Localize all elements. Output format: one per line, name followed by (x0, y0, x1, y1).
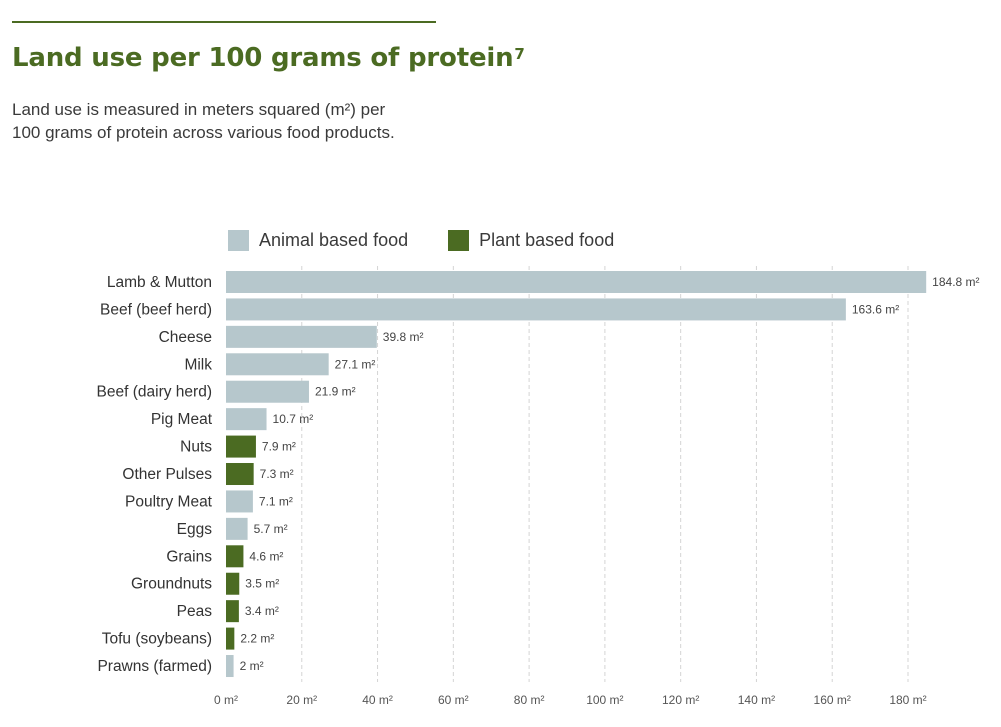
category-label: Poultry Meat (125, 493, 213, 510)
bar (226, 627, 235, 650)
bar (226, 380, 309, 403)
category-label: Tofu (soybeans) (102, 631, 212, 648)
category-label: Eggs (177, 521, 213, 538)
category-label: Grains (166, 548, 212, 565)
footnote-marker: 7 (514, 45, 525, 63)
subtitle-line-1: Land use is measured in meters squared (… (12, 100, 386, 119)
bar (226, 353, 329, 376)
legend-swatch-plant (448, 229, 470, 251)
value-label: 7.1 m² (259, 494, 293, 508)
category-label: Lamb & Mutton (107, 274, 212, 291)
legend-label-plant: Plant based food (479, 229, 615, 250)
legend-label-animal: Animal based food (259, 229, 409, 250)
value-label: 27.1 m² (335, 357, 376, 371)
value-label: 7.9 m² (262, 440, 296, 454)
bar (226, 463, 254, 486)
category-label: Milk (184, 356, 212, 373)
title-text: Land use per 100 grams of protein (12, 43, 514, 73)
value-label: 2 m² (240, 659, 264, 673)
value-label: 39.8 m² (383, 330, 424, 344)
legend-swatch-animal (228, 229, 249, 251)
subtitle-line-2: 100 grams of protein across various food… (12, 123, 395, 142)
category-label: Beef (dairy herd) (97, 384, 212, 401)
x-tick-label: 100 m² (586, 693, 623, 707)
bar (226, 655, 234, 678)
category-label: Cheese (159, 329, 212, 346)
legend-item-animal: Animal based food (228, 229, 409, 251)
category-label: Other Pulses (122, 466, 212, 483)
value-label: 10.7 m² (273, 412, 314, 426)
value-label: 184.8 m² (932, 275, 979, 289)
bar (226, 572, 240, 595)
x-tick-label: 0 m² (214, 693, 238, 707)
bar (226, 435, 256, 458)
legend-item-plant: Plant based food (448, 229, 615, 251)
bar (226, 600, 239, 623)
value-label: 163.6 m² (852, 302, 899, 316)
page-title: Land use per 100 grams of protein7 (12, 43, 525, 73)
value-label: 3.5 m² (245, 577, 279, 591)
value-label: 4.6 m² (249, 549, 283, 563)
x-tick-label: 40 m² (362, 693, 393, 707)
x-tick-label: 60 m² (438, 693, 469, 707)
category-label: Prawns (farmed) (97, 658, 212, 675)
x-tick-label: 140 m² (738, 693, 775, 707)
page-subtitle: Land use is measured in meters squared (… (12, 98, 482, 144)
category-label: Peas (177, 603, 213, 620)
bar (226, 408, 267, 431)
x-tick-label: 160 m² (814, 693, 851, 707)
category-label: Nuts (180, 439, 212, 456)
x-tick-label: 120 m² (662, 693, 699, 707)
value-label: 5.7 m² (254, 522, 288, 536)
bar (226, 545, 244, 568)
value-label: 2.2 m² (240, 632, 274, 646)
x-tick-label: 20 m² (286, 693, 317, 707)
category-label: Pig Meat (151, 411, 213, 428)
value-label: 3.4 m² (245, 604, 279, 618)
chart-legend: Animal based food Plant based food (228, 228, 654, 252)
bar (226, 298, 846, 321)
x-tick-label: 180 m² (889, 693, 926, 707)
x-tick-label: 80 m² (514, 693, 545, 707)
bar (226, 517, 248, 540)
value-label: 7.3 m² (260, 467, 294, 481)
category-label: Beef (beef herd) (100, 301, 212, 318)
category-label: Groundnuts (131, 576, 212, 593)
bar (226, 490, 253, 513)
bar (226, 325, 377, 348)
value-label: 21.9 m² (315, 385, 356, 399)
bar (226, 271, 927, 293)
top-rule (12, 21, 436, 23)
